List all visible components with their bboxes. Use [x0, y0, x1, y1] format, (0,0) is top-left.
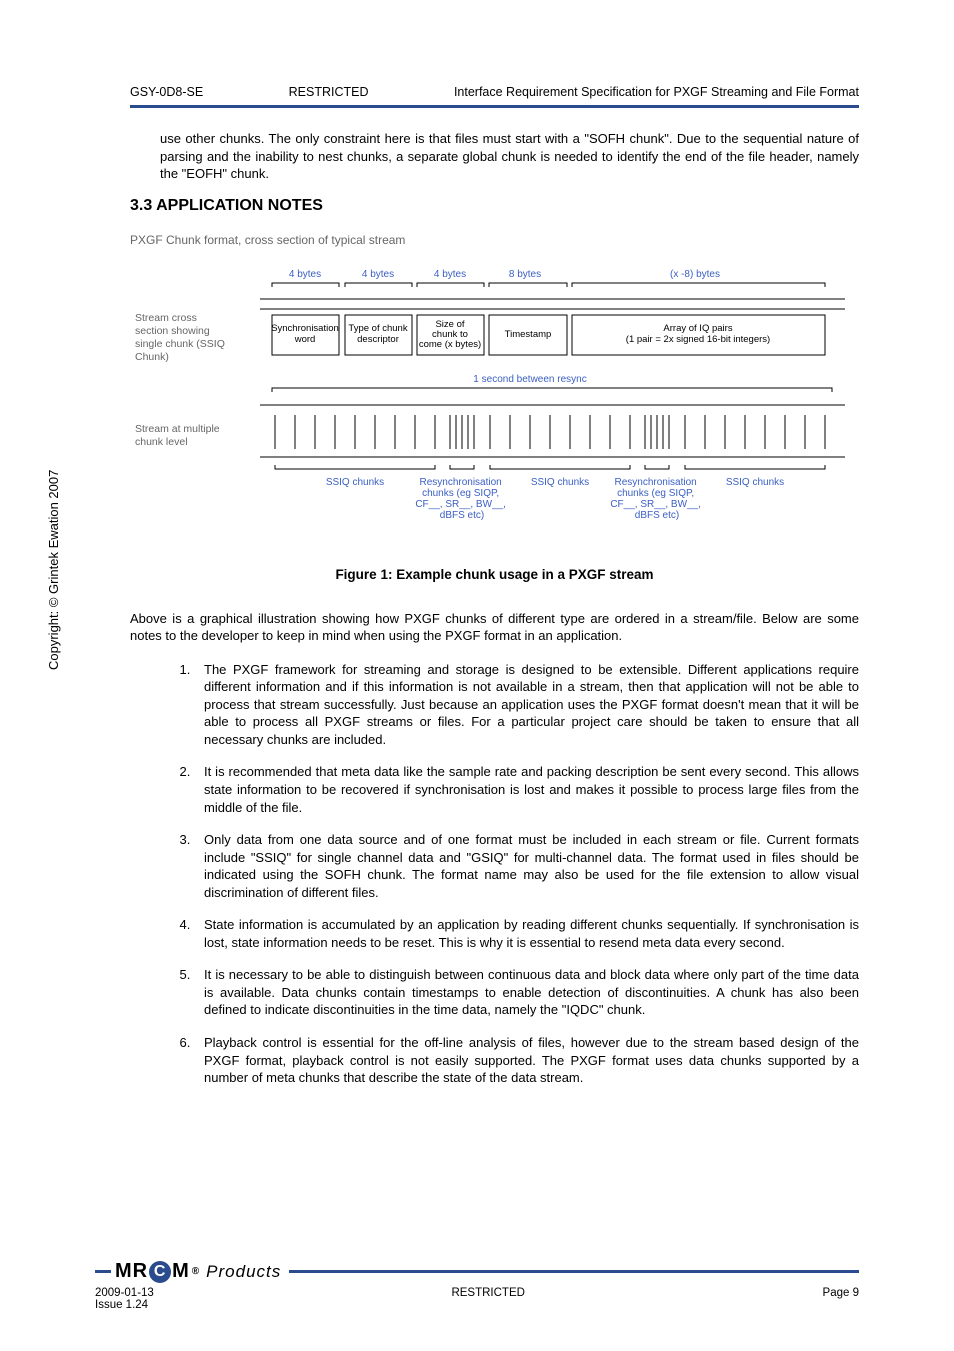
note-4: State information is accumulated by an a… — [194, 916, 859, 951]
notes-list: The PXGF framework for streaming and sto… — [178, 661, 859, 1087]
footer-date: 2009-01-13 — [95, 1287, 154, 1299]
section-heading: 3.3 APPLICATION NOTES — [130, 197, 859, 215]
chunk-diagram: 4 bytes 4 bytes 4 bytes 8 bytes (x -8) b… — [130, 257, 860, 557]
bytes-label-4: (x -8) bytes — [670, 269, 720, 280]
svg-text:SSIQ chunks: SSIQ chunks — [726, 477, 784, 488]
figure-caption: Figure 1: Example chunk usage in a PXGF … — [130, 567, 859, 582]
bytes-label-2: 4 bytes — [434, 269, 466, 280]
logo-products: Products — [206, 1262, 281, 1282]
note-3: Only data from one data source and of on… — [194, 831, 859, 901]
row2-label: Stream at multiple chunk level — [135, 423, 223, 448]
logo: MR C M ® Products — [115, 1260, 281, 1283]
svg-text:SSIQ chunks: SSIQ chunks — [326, 477, 384, 488]
footer-row: 2009-01-13 Issue 1.24 RESTRICTED Page 9 — [95, 1287, 859, 1311]
note-1: The PXGF framework for streaming and sto… — [194, 661, 859, 749]
page-footer: MR C M ® Products 2009-01-13 Issue 1.24 … — [95, 1260, 859, 1311]
note-6: Playback control is essential for the of… — [194, 1034, 859, 1087]
svg-text:Resynchronisation chunks: Resynchronisation chunks (eg SIQP, CF__,… — [610, 477, 703, 521]
footer-classification: RESTRICTED — [451, 1287, 524, 1299]
logo-m: M — [172, 1260, 190, 1283]
registered-icon: ® — [192, 1266, 200, 1277]
bytes-label-0: 4 bytes — [289, 269, 321, 280]
para-above-notes: Above is a graphical illustration showin… — [130, 610, 859, 645]
row1-label: Stream cross section showing single chun… — [135, 312, 228, 363]
footer-page: Page 9 — [823, 1287, 859, 1299]
side-copyright: Copyright: © Grintek Ewation 2007 — [46, 470, 61, 670]
page-header: GSY-0D8-SE RESTRICTED Interface Requirem… — [130, 85, 859, 99]
logo-mr: MR — [115, 1260, 148, 1283]
bytes-label-3: 8 bytes — [509, 269, 541, 280]
intro-paragraph: use other chunks. The only constraint he… — [160, 130, 859, 183]
doc-id: GSY-0D8-SE — [130, 85, 203, 99]
logo-line-left — [95, 1270, 111, 1273]
logo-row: MR C M ® Products — [95, 1260, 859, 1283]
svg-text:Resynchronisation chunks: Resynchronisation chunks (eg SIQP, CF__,… — [415, 477, 508, 521]
svg-text:Timestamp: Timestamp — [505, 329, 552, 340]
logo-line-right — [289, 1270, 859, 1273]
resync-label: 1 second between resync — [473, 374, 586, 385]
note-5: It is necessary to be able to distinguis… — [194, 966, 859, 1019]
note-2: It is recommended that meta data like th… — [194, 763, 859, 816]
classification: RESTRICTED — [289, 85, 369, 99]
footer-issue: Issue 1.24 — [95, 1299, 154, 1311]
logo-circle-icon: C — [149, 1261, 171, 1283]
doc-title: Interface Requirement Specification for … — [454, 85, 859, 99]
bytes-label-1: 4 bytes — [362, 269, 394, 280]
diagram-title: PXGF Chunk format, cross section of typi… — [130, 233, 859, 247]
svg-text:SSIQ chunks: SSIQ chunks — [531, 477, 589, 488]
header-rule — [130, 105, 859, 108]
